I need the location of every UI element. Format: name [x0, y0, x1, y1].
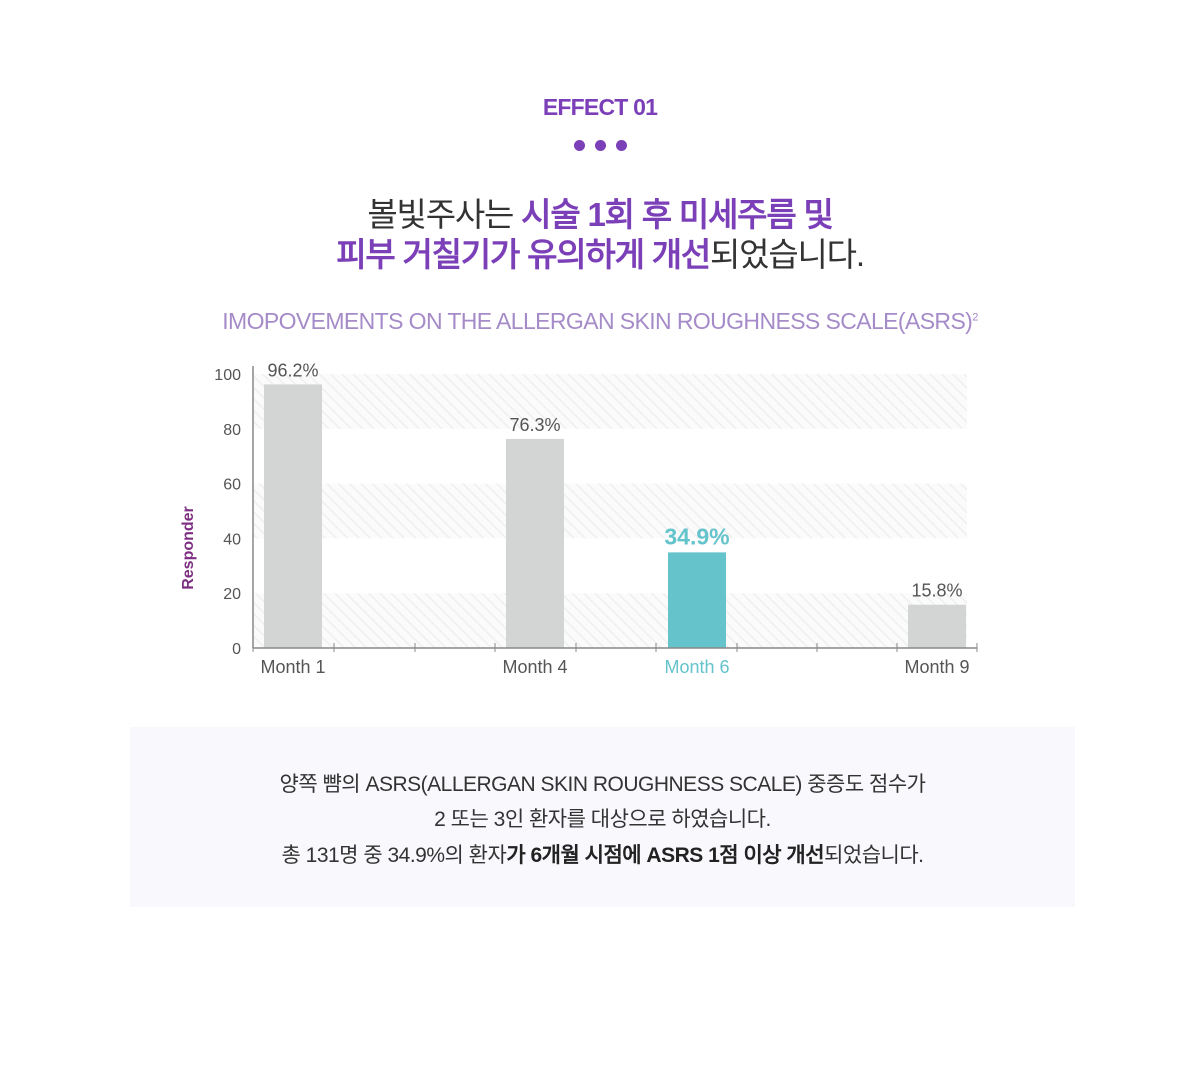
bar-value-label: 34.9% — [664, 523, 729, 549]
y-tick-label: 100 — [214, 367, 241, 384]
summary-line-1: 양쪽 뺨의 ASRS(ALLERGAN SKIN ROUGHNESS SCALE… — [279, 773, 927, 796]
chart-title-footnote: 2 — [972, 311, 978, 324]
grid-band — [253, 483, 967, 539]
bar-month-6 — [668, 552, 726, 648]
headline-line-2: 피부 거칠기가 유의하게 개선되었습니다. — [0, 228, 1200, 276]
summary-plain-text: 총 131명 중 34.9%의 환자 — [281, 844, 507, 867]
headline-highlight-text: 피부 거칠기가 유의하게 개선 — [336, 236, 711, 273]
bar-value-label: 15.8% — [911, 581, 962, 601]
summary-line-3: 총 131명 중 34.9%의 환자가 6개월 시점에 ASRS 1점 이상 개… — [130, 839, 1075, 869]
bar-value-label: 96.2% — [267, 360, 318, 380]
y-tick-label: 0 — [232, 641, 241, 658]
headline-plain-text: 볼빛주사는 — [367, 196, 522, 233]
x-category-label: Month 4 — [502, 657, 567, 677]
dots-divider — [0, 140, 1200, 151]
x-category-label: Month 1 — [260, 657, 325, 677]
headline-line-1: 볼빛주사는 시술 1회 후 미세주름 및 — [0, 188, 1200, 236]
dot-icon — [594, 140, 606, 151]
chart-title-text: IMOPOVEMENTS ON THE ALLERGAN SKIN ROUGHN… — [222, 308, 973, 334]
grid-band — [253, 374, 967, 429]
y-tick-label: 60 — [223, 477, 241, 494]
y-axis-title: Responder — [180, 506, 197, 590]
y-tick-label: 40 — [223, 531, 241, 548]
bar-month-4 — [506, 438, 564, 648]
summary-box — [130, 727, 1075, 907]
y-tick-label: 20 — [223, 586, 241, 603]
grid-band — [253, 593, 967, 648]
dot-icon — [615, 140, 627, 151]
headline-highlight-text: 시술 1회 후 미세주름 및 — [521, 196, 834, 233]
effect-label: EFFECT 01 — [542, 94, 658, 120]
bar-month-1 — [264, 384, 322, 648]
y-tick-label: 80 — [223, 422, 241, 439]
bar-value-label: 76.3% — [509, 415, 560, 435]
x-category-label: Month 9 — [904, 657, 969, 677]
bar-chart: 96.2% 76.3% 34.9% 15.8% 0 20 40 60 80 100 Month 1 M… — [180, 360, 978, 677]
summary-bold-text: 가 6개월 시점에 ASRS 1점 이상 개선 — [506, 844, 825, 867]
summary-plain-text: 되었습니다. — [824, 844, 924, 867]
chart-title: IMOPOVEMENTS ON THE ALLERGAN SKIN ROUGHN… — [0, 308, 1200, 335]
bar-month-9 — [908, 604, 966, 648]
summary-line-2: 2 또는 3인 환자를 대상으로 하였습니다. — [434, 808, 771, 831]
x-category-label: Month 6 — [664, 657, 729, 677]
dot-icon — [573, 140, 585, 151]
headline-plain-text: 되었습니다. — [710, 236, 865, 273]
